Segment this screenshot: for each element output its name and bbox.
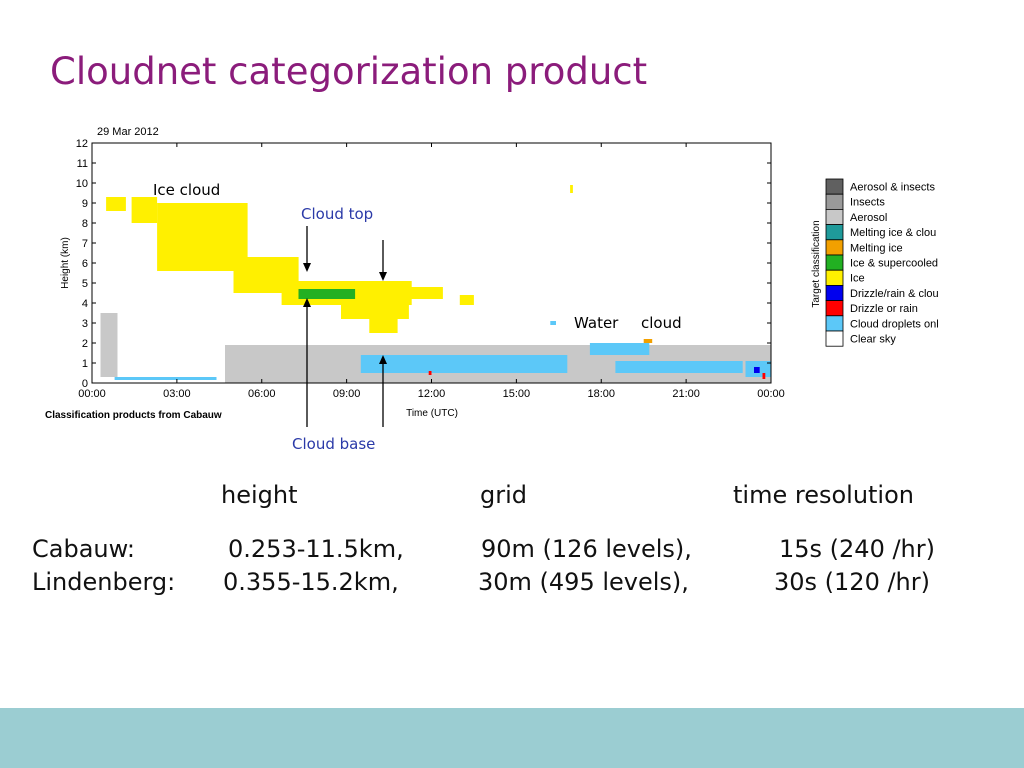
region-ice-8	[369, 317, 398, 333]
legend-label: Drizzle or rain	[850, 303, 918, 315]
y-tick-label: 8	[82, 218, 88, 230]
legend-swatch	[825, 224, 844, 241]
classification-chart: 00:00 03:00 06:00 09:00 12:00 15:00 18:00 21:00…	[45, 126, 939, 453]
region-drizzle-or-rain-20	[762, 373, 766, 379]
y-axis-label: Height (km)	[60, 237, 71, 289]
legend-swatch	[825, 208, 844, 225]
annotation-water: Water	[574, 314, 619, 332]
region-ice-2	[106, 197, 126, 211]
region-cloud-droplets-onl-14	[360, 355, 568, 373]
x-tick-label: 03:00	[163, 388, 191, 400]
region-cloud-droplets-onl-13	[114, 377, 217, 380]
y-tick-label: 9	[82, 198, 88, 210]
x-tick-label: 12:00	[418, 388, 446, 400]
chart-source: Classification products from Cabauw	[45, 410, 222, 421]
legend-swatch	[825, 284, 844, 301]
legend-swatch	[825, 239, 844, 256]
legend-label: Ice	[850, 273, 865, 285]
x-tick-label: 06:00	[248, 388, 276, 400]
header-height: height	[221, 481, 298, 509]
legend-label: Aerosol	[850, 212, 887, 224]
legend-label: Clear sky	[850, 334, 896, 346]
x-tick-label: 15:00	[503, 388, 531, 400]
x-axis-label: Time (UTC)	[406, 408, 458, 419]
cloud-top-arrows	[303, 226, 387, 281]
legend: Aerosol & insects Insects Aerosol Melting i…	[825, 178, 939, 347]
header-grid: grid	[480, 481, 528, 509]
legend-label: Melting ice & clou	[850, 227, 936, 239]
y-tick-label: 3	[82, 318, 88, 330]
x-tick-label: 18:00	[587, 388, 615, 400]
region-cloud-droplets-onl-17	[550, 321, 556, 325]
legend-label: Ice & supercooled	[850, 258, 938, 270]
region-cloud-droplets-onl-16	[615, 361, 743, 373]
legend-swatch	[825, 193, 844, 210]
y-tick-label: 1	[82, 358, 88, 370]
legend-swatch	[825, 315, 844, 332]
region-drizzle-or-rain-19	[428, 371, 432, 375]
region-ice-supercooled-12	[298, 289, 356, 299]
region-ice-7	[341, 303, 409, 319]
legend-swatch	[825, 269, 844, 286]
x-tick-label: 00:00	[757, 388, 785, 400]
legend-swatch	[825, 254, 844, 271]
axis-ticks: 00:00 03:00 06:00 09:00 12:00 15:00 18:00 21:00…	[76, 138, 785, 400]
annotation-cloud: cloud	[641, 314, 682, 332]
slide-title: Cloudnet categorization product	[50, 50, 648, 93]
cloud-base-arrows	[303, 298, 387, 427]
x-tick-label: 00:00	[78, 388, 106, 400]
row-cabauw-site: Cabauw:	[32, 535, 136, 563]
region-drizzle-rain-clou-21	[754, 367, 760, 373]
row-cabauw-grid: 90m (126 levels),	[481, 535, 692, 563]
y-tick-label: 4	[82, 298, 88, 310]
annotation-cloud-base: Cloud base	[292, 435, 375, 453]
classification-data-layer	[100, 185, 771, 383]
region-cloud-droplets-onl-15	[589, 343, 650, 355]
y-tick-label: 7	[82, 238, 88, 250]
x-tick-label: 21:00	[672, 388, 700, 400]
region-ice-3	[131, 197, 158, 223]
annotation-ice-cloud: Ice cloud	[153, 181, 220, 199]
legend-label: Melting ice	[850, 242, 903, 254]
row-cabauw-time: 15s (240 /hr)	[779, 535, 935, 563]
region-ice-9	[408, 287, 443, 299]
legend-title: Target classification	[811, 220, 822, 307]
region-ice-10	[459, 295, 474, 305]
y-tick-label: 6	[82, 258, 88, 270]
region-melting-ice-22	[643, 339, 653, 343]
row-lindenberg-site: Lindenberg:	[32, 568, 176, 596]
header-time-resolution: time resolution	[733, 481, 914, 509]
row-lindenberg-height: 0.355-15.2km,	[223, 568, 399, 596]
region-aerosol-1	[100, 313, 118, 377]
row-lindenberg-grid: 30m (495 levels),	[478, 568, 689, 596]
x-tick-label: 09:00	[333, 388, 361, 400]
annotation-cloud-top: Cloud top	[301, 205, 373, 223]
legend-swatch	[825, 178, 844, 195]
y-tick-label: 5	[82, 278, 88, 290]
y-tick-label: 0	[82, 378, 88, 390]
region-ice-11	[570, 185, 573, 193]
row-lindenberg-time: 30s (120 /hr)	[774, 568, 930, 596]
legend-label: Aerosol & insects	[850, 182, 935, 194]
y-tick-label: 11	[77, 158, 88, 170]
y-tick-label: 12	[76, 138, 88, 150]
legend-label: Drizzle/rain & clou	[850, 288, 939, 300]
chart-date: 29 Mar 2012	[97, 126, 159, 138]
y-tick-label: 10	[76, 178, 88, 190]
legend-label: Cloud droplets onl	[850, 318, 939, 330]
legend-swatch	[825, 330, 844, 347]
region-ice-4	[157, 203, 248, 271]
footer-band	[0, 708, 1024, 768]
row-cabauw-height: 0.253-11.5km,	[228, 535, 404, 563]
legend-label: Insects	[850, 197, 885, 209]
y-tick-label: 2	[82, 338, 88, 350]
legend-swatch	[825, 300, 844, 317]
